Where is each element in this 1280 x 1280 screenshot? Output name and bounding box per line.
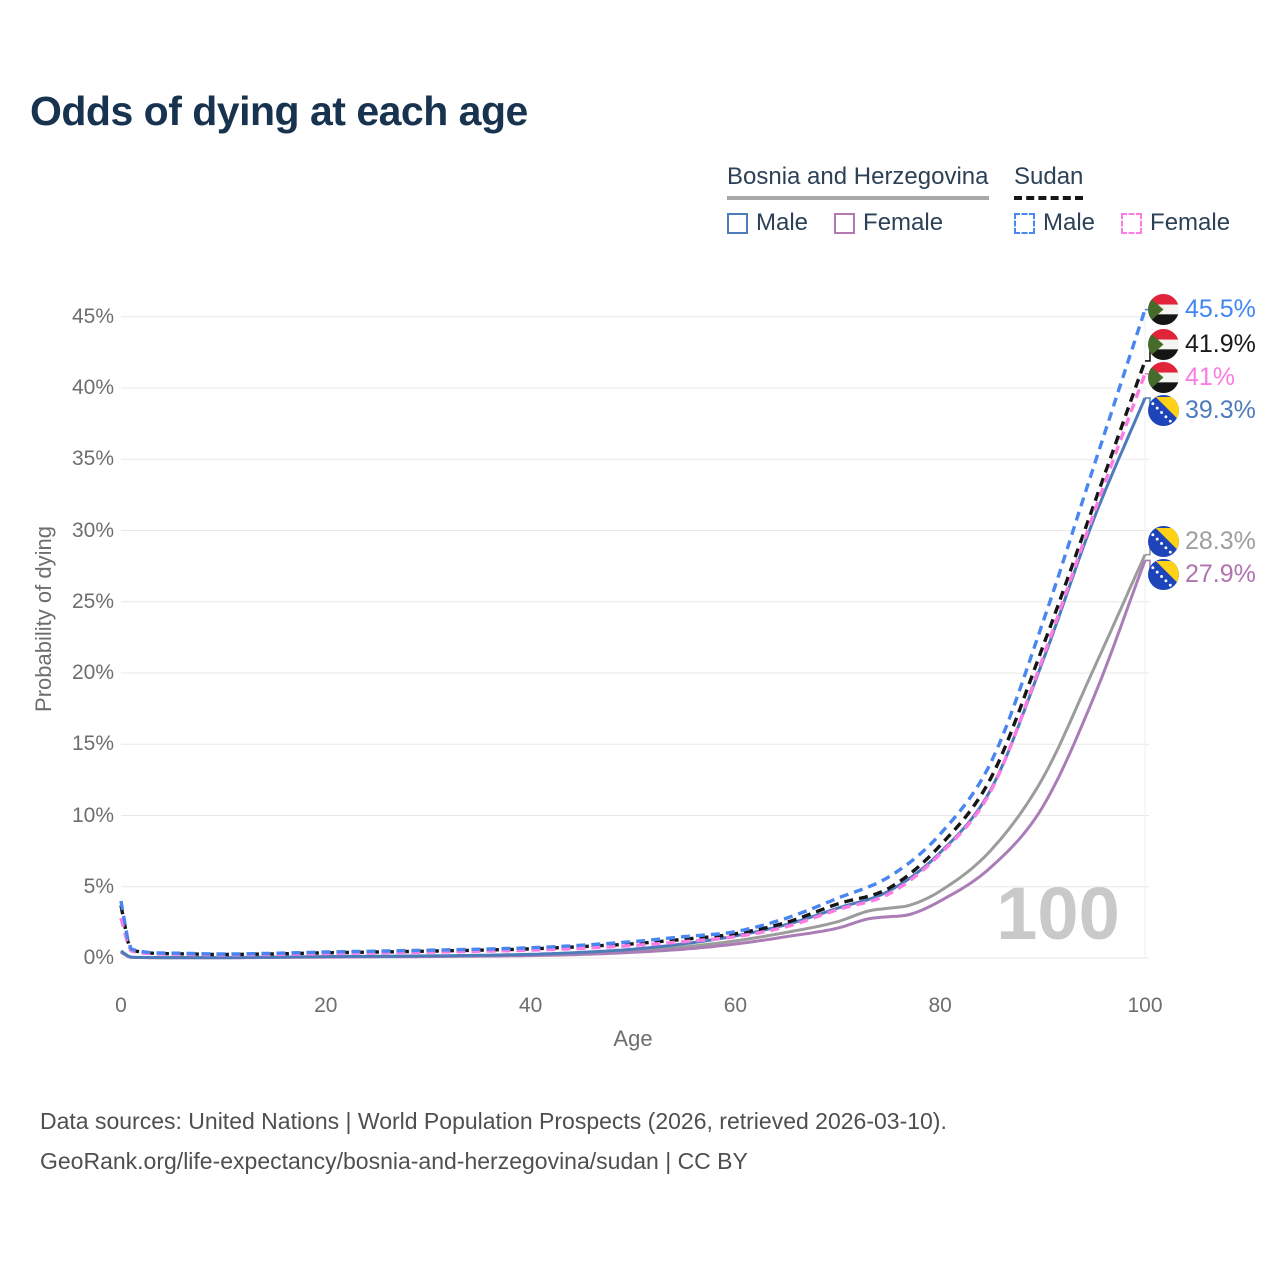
- end-label-value: 45.5%: [1185, 295, 1256, 324]
- sudan-flag-icon: [1148, 362, 1179, 393]
- footer-source-line: Data sources: United Nations | World Pop…: [40, 1108, 947, 1134]
- y-tick-label-40%: 40%: [71, 376, 114, 399]
- y-tick-label-25%: 25%: [71, 589, 114, 613]
- end-label-bosnia-and-herzegovina-male: 39.3%: [1148, 394, 1256, 428]
- legend-swatch-bosnia-male-icon: [727, 212, 748, 234]
- y-tick-label-15%: 15%: [71, 732, 114, 756]
- x-tick-label-20: 20: [314, 994, 338, 1017]
- end-label-sudan-both: 41.9%: [1148, 328, 1256, 362]
- legend-item-sudan-female-label: Female: [1150, 209, 1231, 236]
- y-tick-label-35%: 35%: [71, 447, 114, 471]
- legend-swatch-sudan-female-icon: [1121, 212, 1143, 234]
- y-tick-label-5%: 5%: [83, 874, 114, 898]
- end-label-value: 39.3%: [1185, 396, 1256, 425]
- legend-group-bosnia: Bosnia and Herzegovina Male Female: [727, 163, 989, 237]
- x-axis-label: Age: [613, 1026, 653, 1051]
- legend-item-bosnia-male[interactable]: Male: [727, 209, 808, 237]
- end-label-value: 28.3%: [1185, 526, 1256, 555]
- x-tick-label-40: 40: [518, 994, 543, 1017]
- end-label-sudan-male: 45.5%: [1148, 293, 1256, 327]
- legend-group-sudan-name: Sudan: [1014, 163, 1084, 200]
- y-tick-label-20%: 20%: [71, 661, 114, 684]
- x-tick-label-0: 0: [115, 994, 127, 1017]
- legend-item-sudan-male-label: Male: [1043, 209, 1096, 236]
- legend-group-bosnia-name: Bosnia and Herzegovina: [727, 163, 989, 200]
- y-tick-label-10%: 10%: [71, 803, 114, 827]
- sudan-flag-icon: [1148, 294, 1179, 325]
- page-title: Odds of dying at each age: [30, 88, 528, 134]
- y-tick-label-30%: 30%: [71, 518, 114, 542]
- sudan-flag-icon: [1148, 329, 1179, 360]
- series-line-sudan-male[interactable]: [119, 309, 1147, 956]
- x-tick-label-80: 80: [928, 994, 952, 1017]
- x-tick-label-100: 100: [1127, 994, 1163, 1017]
- legend-swatch-bosnia-female-icon: [834, 212, 856, 234]
- x-tick-label-60: 60: [723, 994, 748, 1017]
- y-tick-label-45%: 45%: [71, 304, 114, 328]
- age-watermark: 100: [996, 872, 1120, 955]
- bosnia-flag-icon: [1148, 526, 1179, 557]
- legend-item-bosnia-female[interactable]: Female: [834, 209, 943, 237]
- legend-item-sudan-male[interactable]: Male: [1014, 209, 1095, 237]
- legend-item-bosnia-female-label: Female: [863, 209, 944, 236]
- legend-item-bosnia-male-label: Male: [756, 209, 809, 236]
- series-line-sudan-both[interactable]: [119, 360, 1147, 957]
- bosnia-flag-icon: [1148, 559, 1179, 590]
- footer-url-line: GeoRank.org/life-expectancy/bosnia-and-h…: [40, 1148, 748, 1174]
- legend-group-sudan: Sudan Male Female: [1014, 163, 1230, 237]
- end-label-value: 41.9%: [1185, 330, 1256, 359]
- end-label-bosnia-and-herzegovina-female: 27.9%: [1148, 557, 1256, 591]
- end-label-value: 41%: [1185, 363, 1236, 392]
- end-label-value: 27.9%: [1185, 559, 1256, 588]
- end-label-sudan-female: 41%: [1148, 361, 1235, 395]
- end-label-bosnia-and-herzegovina-both: 28.3%: [1148, 524, 1256, 558]
- y-tick-label-0%: 0%: [83, 946, 114, 969]
- bosnia-flag-icon: [1148, 395, 1179, 426]
- legend-swatch-sudan-male-icon: [1014, 212, 1035, 234]
- legend-item-sudan-female[interactable]: Female: [1121, 209, 1230, 237]
